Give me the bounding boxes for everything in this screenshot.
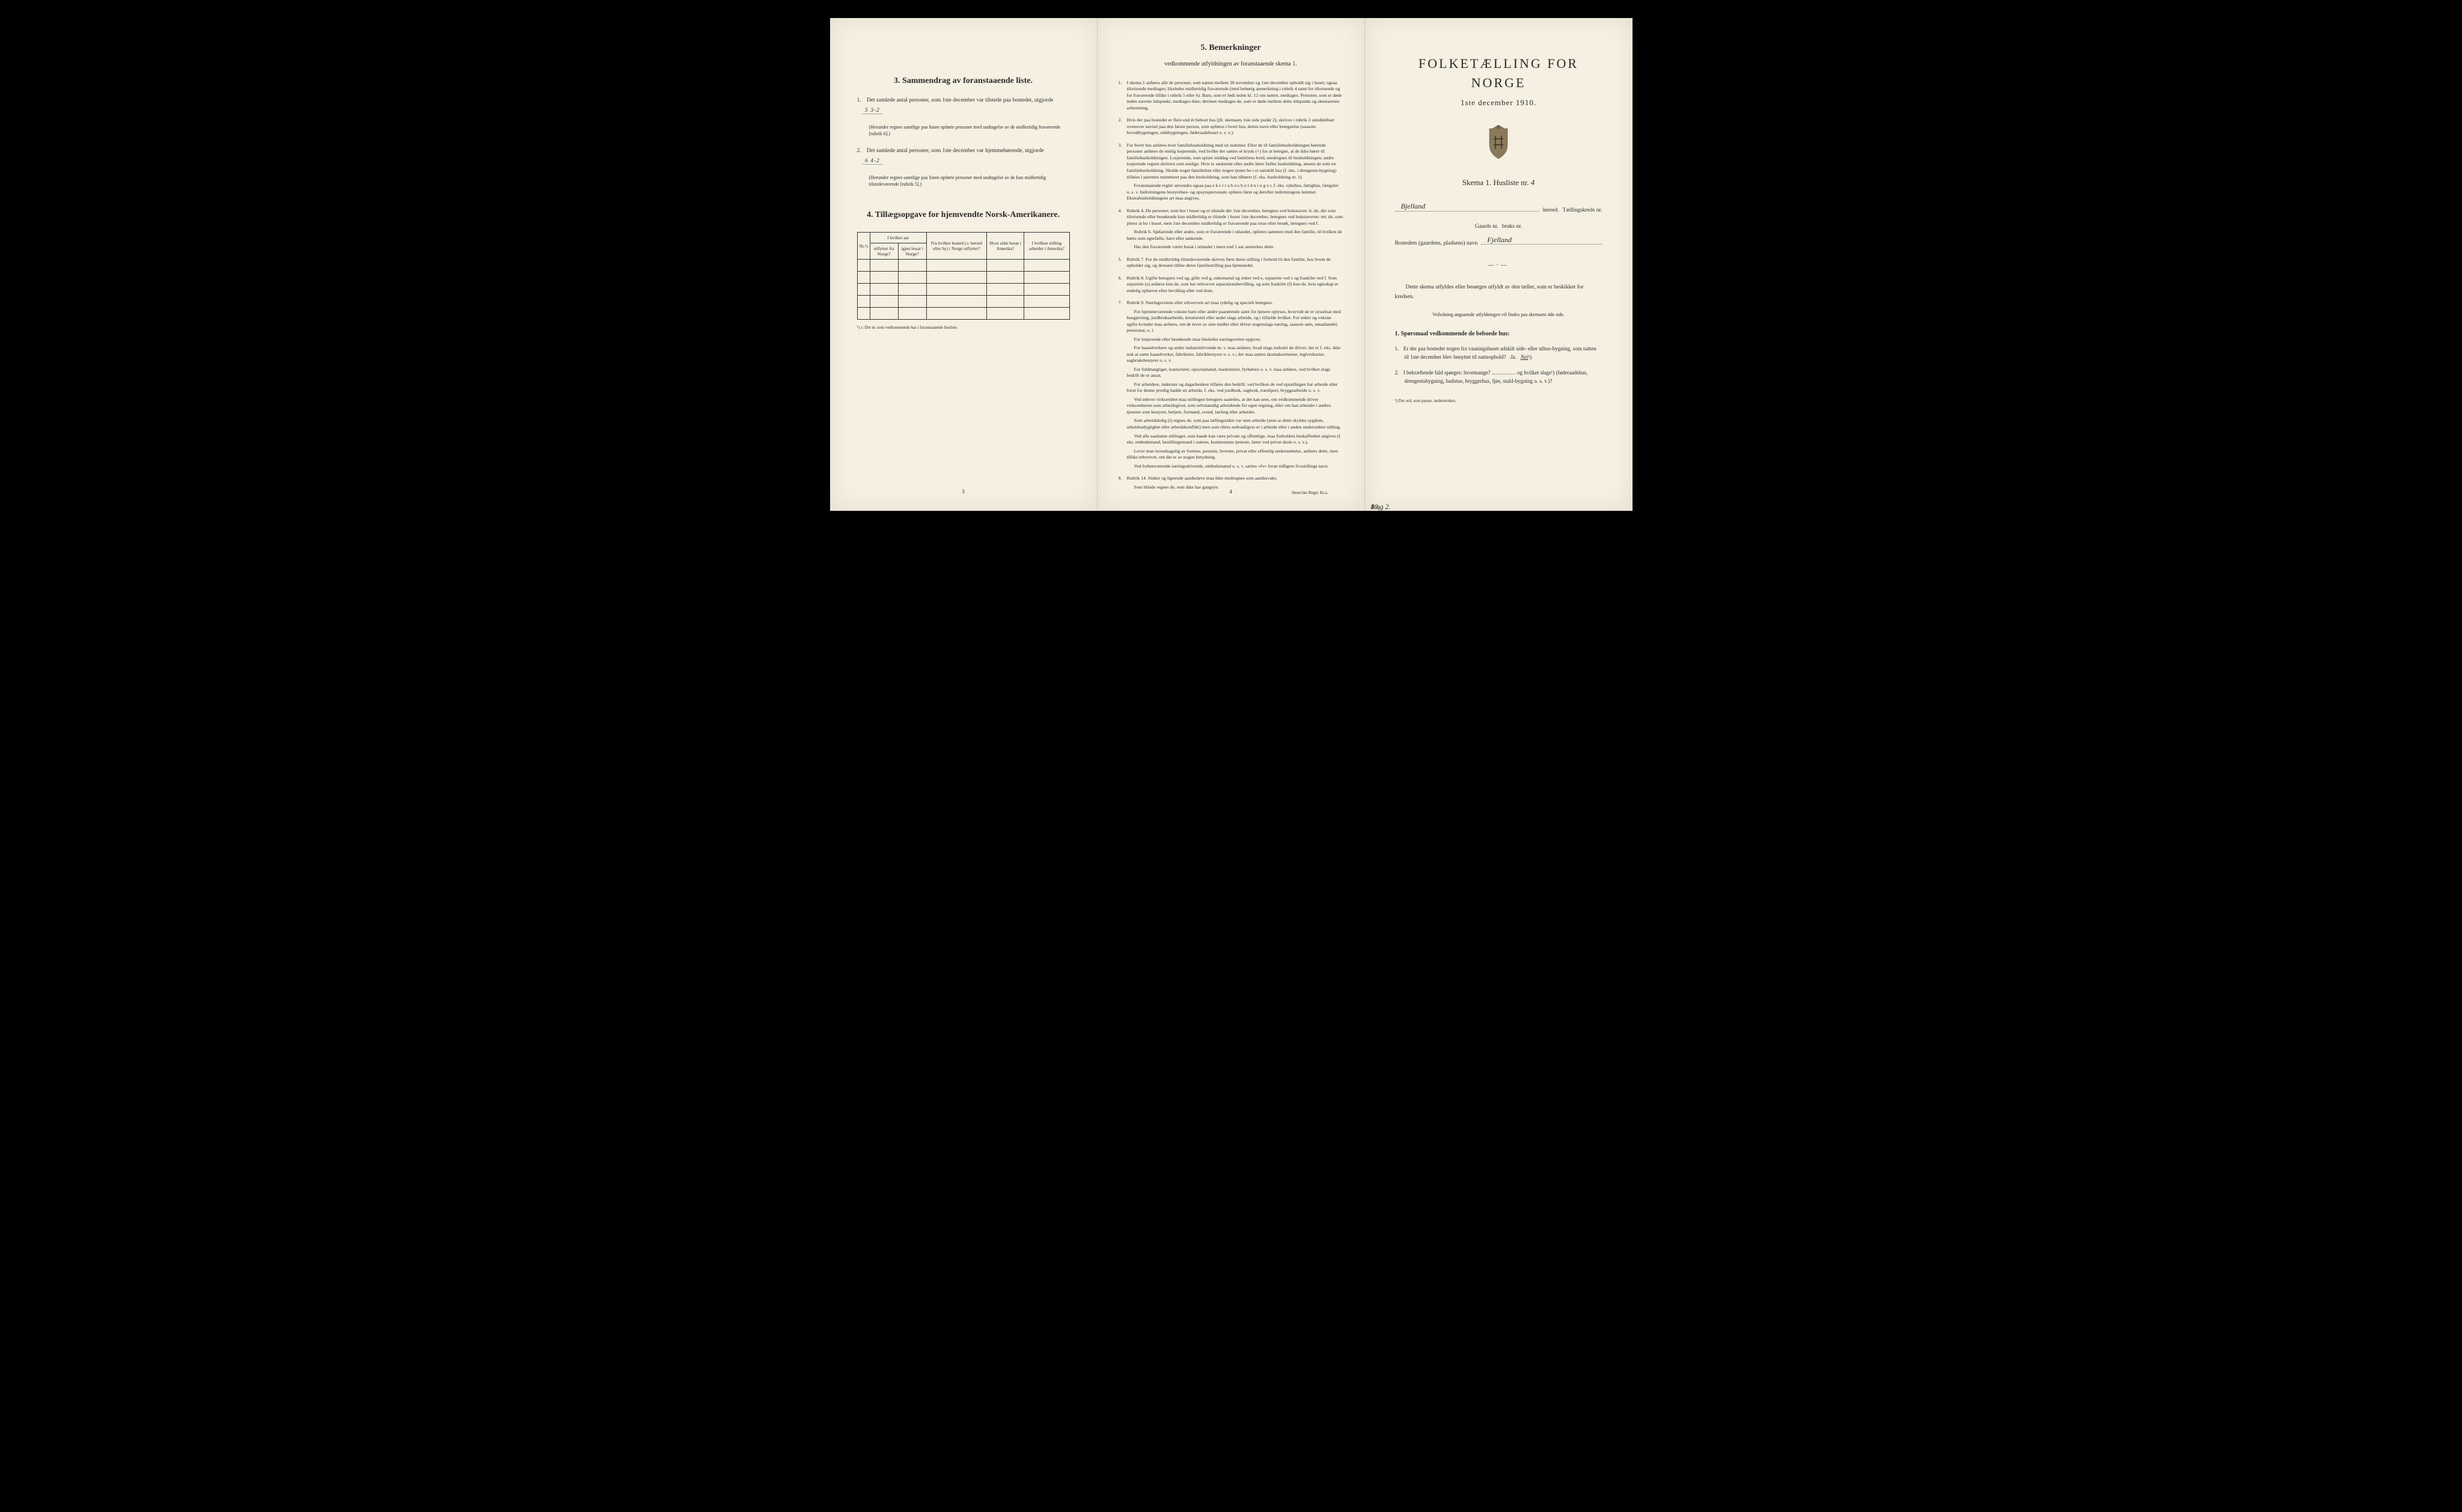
instruct-text: Dette skema utfyldes eller besørges utfy… xyxy=(1395,283,1602,301)
bem-item-2: Hvis der paa bostedet er flere end ét be… xyxy=(1127,117,1343,136)
bem-item-1: I skema 1 anføres alle de personer, som … xyxy=(1127,80,1343,112)
q1-nei: Nei xyxy=(1521,354,1529,360)
table-row xyxy=(857,260,1069,272)
husliste-nr-value: 4 xyxy=(1531,178,1535,187)
section3-item2: 2. Det samlede antal personer, som 1ste … xyxy=(857,146,1070,166)
bemerkninger-list: I skema 1 anføres alle de personer, som … xyxy=(1119,80,1343,490)
item1-text: Det samlede antal personer, som 1ste dec… xyxy=(867,97,1054,103)
section3-item1: 1. Det samlede antal personer, som 1ste … xyxy=(857,96,1070,116)
bem-item-3: For hvert hus anføres hver familiehushol… xyxy=(1127,142,1343,202)
instruct-small: Veiledning angaaende utfyldningen vil fi… xyxy=(1395,311,1602,319)
subtitle: 1ste december 1910. xyxy=(1395,97,1602,109)
herred-value: Bjelland xyxy=(1401,201,1426,212)
item2-note: (Herunder regnes samtlige paa listen opf… xyxy=(869,175,1070,188)
table-row xyxy=(857,308,1069,320)
coat-of-arms-icon xyxy=(1395,124,1602,162)
col-nr: Nr.¹) xyxy=(857,233,870,260)
page-number-3: 3 xyxy=(962,488,965,496)
col-stilling: I hvilken stilling arbeidet i Amerika? xyxy=(1024,233,1069,260)
page-3: 3. Sammendrag av foranstaaende liste. 1.… xyxy=(830,18,1098,511)
bem-item-8: Rubrik 14. Sinker og lignende aandssløve… xyxy=(1127,475,1343,490)
bosted-line: Bostedets (gaardens, pladsens) navn Fjel… xyxy=(1395,240,1602,248)
skema-line: Skema 1. Husliste nr. 4 xyxy=(1395,177,1602,189)
table-footnote: ¹) ɔ: Det nr. som vedkommende har i fora… xyxy=(857,325,1070,331)
col-igjen: igjen bosat i Norge? xyxy=(898,243,926,260)
section5-heading: 5. Bemerkninger xyxy=(1119,42,1343,54)
main-title: FOLKETÆLLING FOR NORGE xyxy=(1395,54,1602,93)
section4-heading: 4. Tillægsopgave for hjemvendte Norsk-Am… xyxy=(857,209,1070,221)
section3-heading: 3. Sammendrag av foranstaaende liste. xyxy=(857,75,1070,87)
divider-icon: ―·― xyxy=(1395,261,1602,270)
emigrant-table: Nr.¹) I hvilket aar Fra hvilket bosted (… xyxy=(857,232,1070,320)
table-row xyxy=(857,272,1069,284)
table-row xyxy=(857,284,1069,296)
col-hvor-sidst: Hvor sidst bosat i Amerika? xyxy=(986,233,1024,260)
item2-value: 6 4-2 xyxy=(863,158,882,165)
page-4: 5. Bemerkninger vedkommende utfyldningen… xyxy=(1098,18,1365,511)
section5-subheading: vedkommende utfyldningen av foranstaaend… xyxy=(1119,60,1343,69)
bem-item-7: Rubrik 9. Næringsveiens eller erhvervets… xyxy=(1127,300,1343,469)
q1-ja: Ja. xyxy=(1510,354,1517,360)
col-year-group: I hvilket aar xyxy=(870,233,926,243)
footnote-right: ²) Det ord, som passer, understrekes. xyxy=(1395,398,1602,404)
herred-line: Bjelland herred. Tællingskreds nr. 2. xyxy=(1395,207,1602,215)
col-utflyttet: utflyttet fra Norge? xyxy=(870,243,898,260)
question-1: 1. Er der paa bostedet nogen fra vaaning… xyxy=(1405,345,1602,362)
bosted-value: Fjelland xyxy=(1487,235,1512,245)
bruks-value: 1 og 2. xyxy=(1371,502,1391,512)
bem-item-6: Rubrik 8. Ugifte betegnes ved ug, gifte … xyxy=(1127,275,1343,294)
page-cover: FOLKETÆLLING FOR NORGE 1ste december 191… xyxy=(1365,18,1633,511)
bem-item-5: Rubrik 7. For de midlertidig tilstedevær… xyxy=(1127,257,1343,269)
printer-credit: Steen'ske Bogtr. Kr.a. xyxy=(1292,490,1328,496)
item1-value: 5 3-2 xyxy=(863,108,882,114)
bem-item-4: Rubrik 4. De personer, som bor i huset o… xyxy=(1127,208,1343,251)
item2-text: Det samlede antal personer, som 1ste dec… xyxy=(867,148,1044,154)
question-2: 2. I bekræftende fald spørges: hvormange… xyxy=(1405,369,1602,386)
page-number-4: 4 xyxy=(1229,488,1232,496)
document-spread: 3. Sammendrag av foranstaaende liste. 1.… xyxy=(830,18,1633,511)
gaard-line: Gaards nr. 80, bruks nr. 1 og 2. xyxy=(1395,223,1602,231)
question-heading: 1. Spørsmaal vedkommende de beboede hus: xyxy=(1395,330,1602,339)
item1-note: (Herunder regnes samtlige paa listen opf… xyxy=(869,124,1070,138)
table-row xyxy=(857,296,1069,308)
col-fra-bosted: Fra hvilket bosted (ɔ: herred eller by) … xyxy=(926,233,986,260)
